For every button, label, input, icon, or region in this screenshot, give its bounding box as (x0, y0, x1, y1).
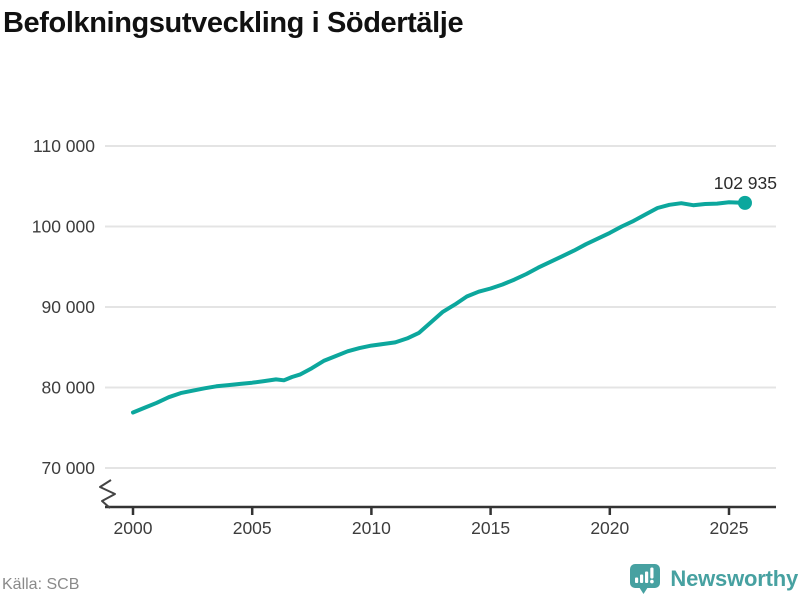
x-tick-label: 2000 (114, 518, 153, 538)
source-label: Källa: SCB (2, 576, 80, 593)
y-tick-label: 80 000 (41, 378, 95, 398)
newsworthy-bubble-chart-icon (630, 564, 661, 594)
x-tick-label: 2025 (710, 518, 749, 538)
last-point-marker (737, 195, 752, 210)
y-tick-label: 70 000 (41, 458, 95, 478)
x-tick-label: 2015 (471, 518, 510, 538)
x-tick-label: 2005 (233, 518, 272, 538)
y-tick-label: 110 000 (33, 136, 95, 156)
x-tick-label: 2020 (590, 518, 629, 538)
y-tick-label: 100 000 (32, 217, 96, 237)
newsworthy-logo[interactable]: Newsworthy (628, 562, 798, 596)
y-tick-label: 90 000 (41, 297, 95, 317)
axis-break-icon (99, 479, 116, 509)
last-value-label: 102 935 (714, 173, 777, 193)
population-line (131, 200, 747, 415)
chart-title: Befolkningsutveckling i Södertälje (3, 7, 464, 39)
x-tick-label: 2010 (352, 518, 391, 538)
newsworthy-wordmark: Newsworthy (670, 566, 798, 591)
